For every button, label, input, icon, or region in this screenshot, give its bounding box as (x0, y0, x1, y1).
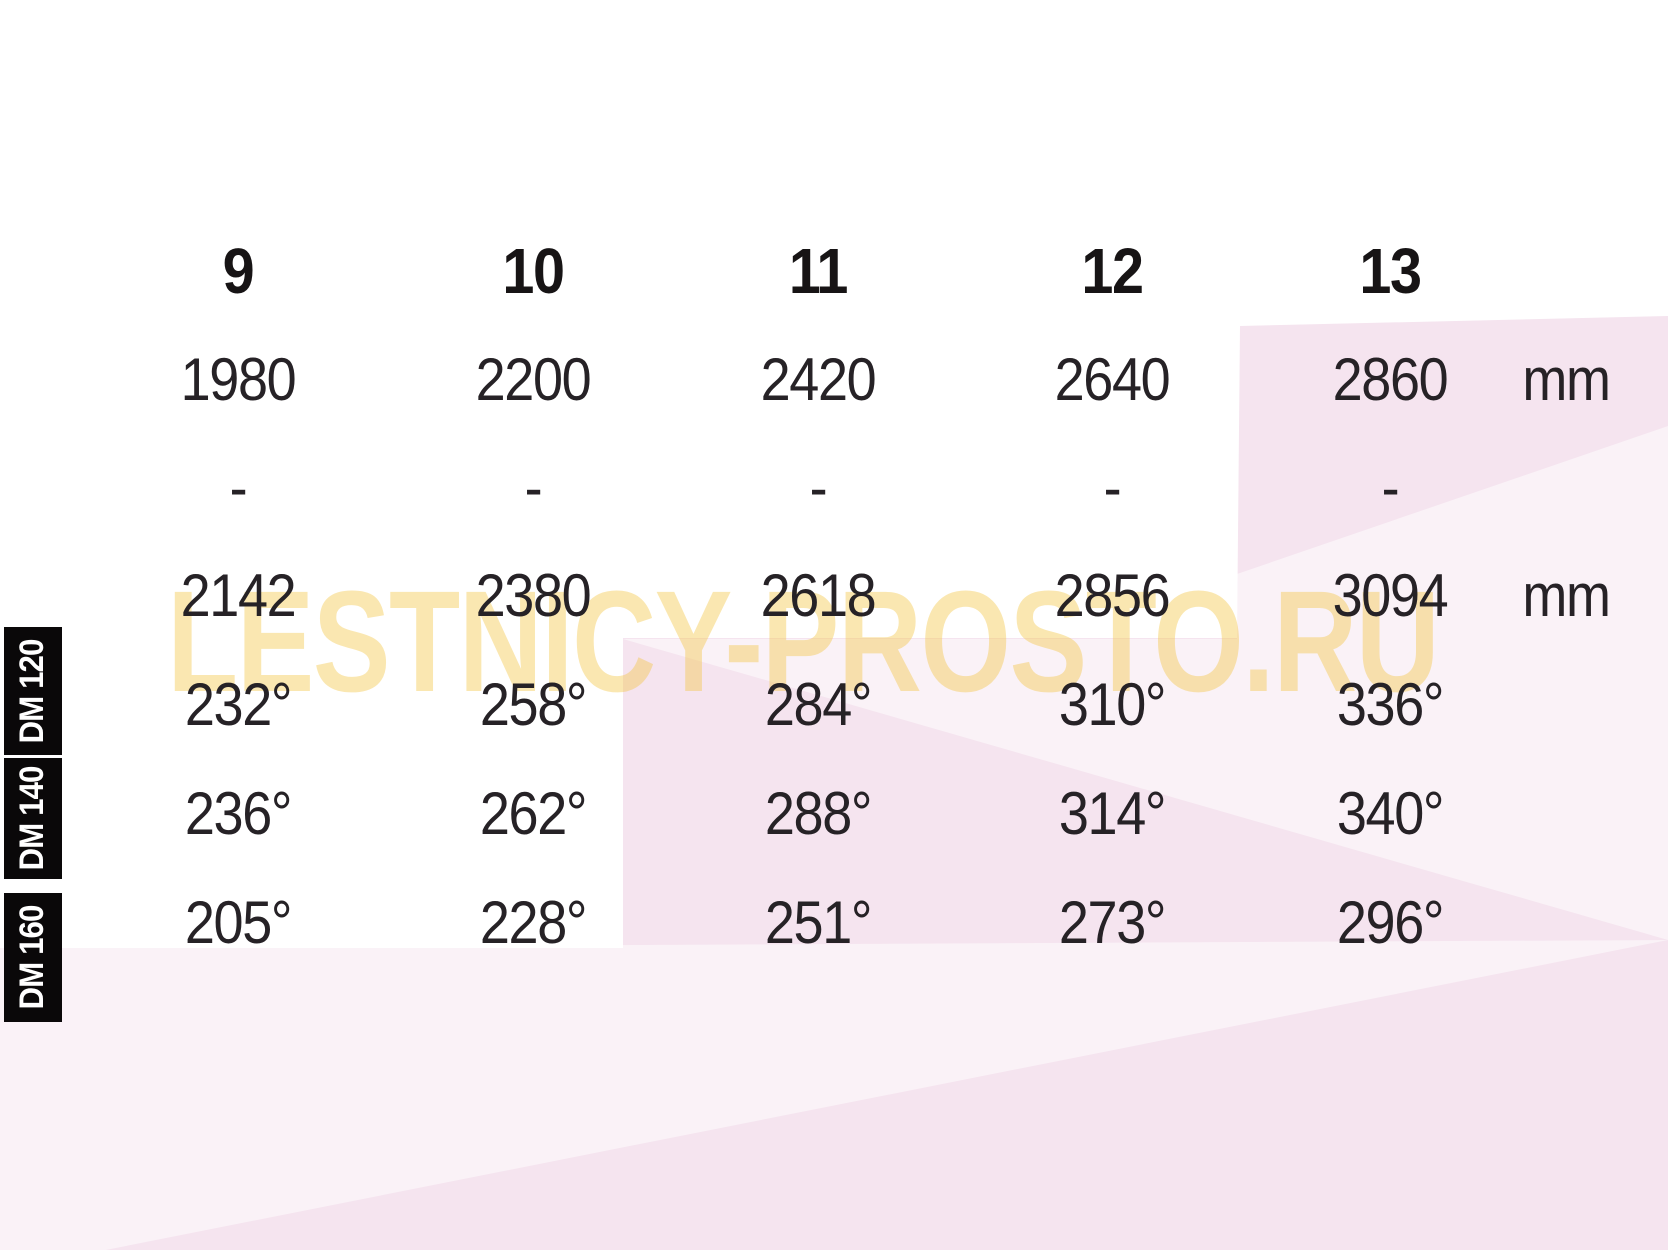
cell-height-min-10: 2200 (475, 346, 592, 413)
col-header-11: 11 (788, 235, 849, 307)
cell-dm160-11: 251° (764, 889, 873, 956)
light-facet-topright (1237, 426, 1668, 639)
light-facet-band (623, 639, 1668, 940)
cell-height-min-11: 2420 (760, 346, 877, 413)
side-label-dm140: DM 140 (4, 758, 62, 879)
cell-dm140-9: 236° (184, 780, 293, 847)
cell-dm120-10: 258° (479, 671, 588, 738)
col-header-13: 13 (1359, 235, 1422, 307)
cell-height-max-9: 2142 (180, 562, 297, 629)
side-label-dm140-text: DM 140 (13, 766, 52, 871)
cell-dm140-11: 288° (764, 780, 873, 847)
cell-height-max-11: 2618 (760, 562, 877, 629)
unit-label-height-min: mm (1522, 346, 1611, 413)
cell-dash-9: - (229, 454, 248, 521)
cell-height-min-12: 2640 (1054, 346, 1171, 413)
cell-dash-12: - (1103, 454, 1122, 521)
cell-height-min-9: 1980 (180, 346, 297, 413)
col-header-12: 12 (1081, 235, 1144, 307)
cell-dm160-12: 273° (1058, 889, 1167, 956)
cell-dm140-10: 262° (479, 780, 588, 847)
cell-dm160-13: 296° (1336, 889, 1445, 956)
cell-dm120-11: 284° (764, 671, 873, 738)
watermark: LESTNICY-PROSTO.RU (167, 561, 1440, 722)
cell-height-max-10: 2380 (475, 562, 592, 629)
side-label-dm160: DM 160 (4, 893, 62, 1022)
cell-dm140-13: 340° (1336, 780, 1445, 847)
cell-dm120-12: 310° (1058, 671, 1167, 738)
cell-dash-10: - (524, 454, 543, 521)
cell-dm160-10: 228° (479, 889, 588, 956)
cell-height-max-13: 3094 (1332, 562, 1449, 629)
cell-dm140-12: 314° (1058, 780, 1167, 847)
cell-height-min-13: 2860 (1332, 346, 1449, 413)
cell-dm160-9: 205° (184, 889, 293, 956)
cell-height-max-12: 2856 (1054, 562, 1171, 629)
cell-dm120-13: 336° (1336, 671, 1445, 738)
side-label-dm160-text: DM 160 (13, 905, 52, 1010)
col-header-10: 10 (502, 235, 565, 307)
light-facet-bottom (0, 940, 1668, 1250)
side-label-dm120: DM 120 (4, 627, 62, 755)
col-header-9: 9 (222, 235, 255, 307)
cell-dash-11: - (809, 454, 828, 521)
cell-dash-13: - (1381, 454, 1400, 521)
unit-label-height-max: mm (1522, 562, 1611, 629)
side-label-dm120-text: DM 120 (13, 638, 52, 744)
cell-dm120-9: 232° (184, 671, 293, 738)
